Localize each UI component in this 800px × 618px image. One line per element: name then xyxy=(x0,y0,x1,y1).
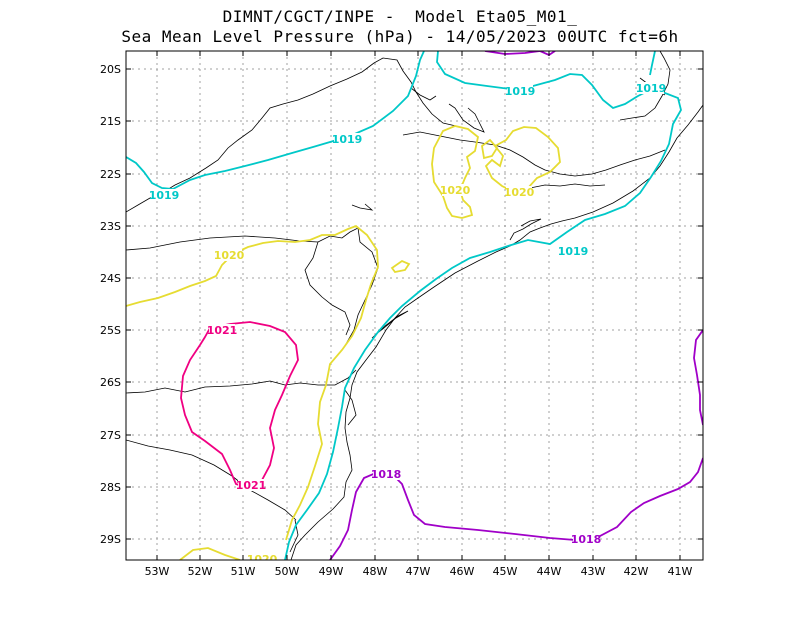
coastline xyxy=(290,104,703,560)
isobar-label: 1020 xyxy=(440,184,471,197)
isobar-label-bg xyxy=(638,82,664,94)
isobar-label-bg xyxy=(506,186,532,198)
state-border xyxy=(619,51,671,121)
isobar-1020 xyxy=(484,126,561,193)
lon-tick-label: 53W xyxy=(145,565,170,578)
coastline-and-borders xyxy=(126,51,703,560)
lon-tick-label: 48W xyxy=(363,565,388,578)
lon-tick-label: 47W xyxy=(406,565,431,578)
isobar-label: 1021 xyxy=(207,324,238,337)
isobar-label: 1021 xyxy=(236,479,267,492)
state-border xyxy=(344,389,357,426)
isobar-label: 1019 xyxy=(636,82,667,95)
lat-tick-label: 25S xyxy=(100,324,121,337)
map-subtitle: Sea Mean Level Pressure (hPa) - 14/05/20… xyxy=(121,27,679,46)
isobar-1020 xyxy=(390,259,411,273)
state-border xyxy=(126,369,357,394)
isobar-1018 xyxy=(329,457,703,560)
isobar-label: 1020 xyxy=(214,249,245,262)
state-border xyxy=(410,87,437,101)
isobar-1020 xyxy=(179,547,241,560)
isobar-label-bg xyxy=(334,133,360,145)
state-border xyxy=(448,103,485,133)
isobar-1019 xyxy=(126,51,425,190)
isobar-label: 1020 xyxy=(504,186,535,199)
lat-tick-label: 28S xyxy=(100,481,121,494)
isobar-label-bg xyxy=(373,468,399,480)
isobar-1019 xyxy=(284,51,682,560)
isobar-labels: 1019 1019 1019 1019 1019 1020 1020 1020 1020 1021… xyxy=(149,82,667,566)
isobar-label-bg xyxy=(209,324,235,336)
isobar-label: 1019 xyxy=(505,85,536,98)
isobar-1020 xyxy=(431,125,479,219)
axis-ticks: 53W 52W 51W 50W 49W 48W 47W 46W 45W 44W 43W 42W 41W 2… xyxy=(100,51,703,578)
isobar-label-bg xyxy=(238,479,264,491)
lat-tick-label: 24S xyxy=(100,272,121,285)
map-title: DIMNT/CGCT/INPE - Model Eta05_M01_ xyxy=(222,7,578,26)
isobar-label: 1020 xyxy=(247,553,278,566)
state-border xyxy=(529,183,606,189)
coastline xyxy=(509,218,542,241)
isobar-label-bg xyxy=(249,553,275,560)
isobar-label: 1018 xyxy=(571,533,602,546)
isobar-label: 1019 xyxy=(332,133,363,146)
isobar-1018 xyxy=(693,329,703,426)
state-border xyxy=(402,131,666,177)
lat-tick-label: 22S xyxy=(100,168,121,181)
state-border xyxy=(351,203,374,211)
isobar-1020 xyxy=(126,224,379,541)
state-border xyxy=(126,235,319,251)
lat-tick-label: 27S xyxy=(100,429,121,442)
lat-tick-label: 29S xyxy=(100,533,121,546)
lon-tick-label: 49W xyxy=(319,565,344,578)
isobar-label-bg xyxy=(442,184,468,196)
lon-tick-label: 50W xyxy=(275,565,300,578)
isobar-1019 xyxy=(649,51,656,76)
state-border xyxy=(317,227,379,345)
state-border xyxy=(126,439,297,521)
isobar-label-bg xyxy=(573,533,599,545)
isobar-label-bg xyxy=(560,245,586,257)
isobars xyxy=(126,51,703,560)
state-border xyxy=(304,241,351,336)
lon-tick-label: 44W xyxy=(537,565,562,578)
lon-tick-label: 46W xyxy=(450,565,475,578)
lon-tick-label: 41W xyxy=(668,565,693,578)
isobar-1020 xyxy=(481,138,499,160)
isobar-1021 xyxy=(180,321,299,489)
isobar-label-bg xyxy=(216,249,242,261)
plot-frame xyxy=(125,50,704,561)
lat-tick-label: 26S xyxy=(100,376,121,389)
coastline xyxy=(371,310,409,339)
isobar-label: 1018 xyxy=(371,468,402,481)
lon-tick-label: 45W xyxy=(493,565,518,578)
lat-tick-label: 20S xyxy=(100,63,121,76)
lon-tick-label: 43W xyxy=(581,565,606,578)
isobar-label-bg xyxy=(151,189,177,201)
lon-tick-label: 52W xyxy=(188,565,213,578)
lat-tick-label: 21S xyxy=(100,115,121,128)
isobar-1018 xyxy=(484,51,556,57)
isobar-label-bg xyxy=(507,85,533,97)
lat-tick-label: 23S xyxy=(100,220,121,233)
graticule-grid xyxy=(126,51,703,560)
lon-tick-label: 51W xyxy=(231,565,256,578)
lon-tick-label: 42W xyxy=(624,565,649,578)
isobar-label: 1019 xyxy=(558,245,589,258)
isobar-label: 1019 xyxy=(149,189,180,202)
